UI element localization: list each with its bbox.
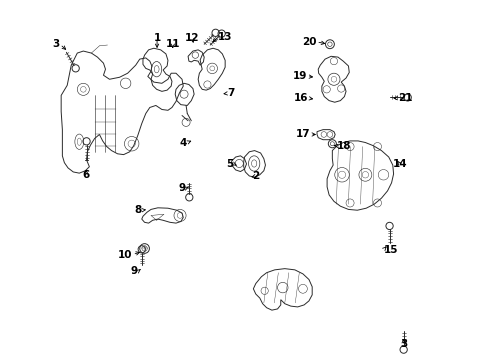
Text: 16: 16	[293, 93, 307, 103]
Text: 13: 13	[218, 32, 232, 42]
Text: 9: 9	[130, 266, 138, 276]
Text: 14: 14	[391, 159, 406, 169]
Text: 2: 2	[252, 171, 259, 181]
Text: 7: 7	[227, 88, 234, 98]
Text: 3: 3	[399, 339, 407, 349]
Text: 5: 5	[226, 159, 233, 169]
Text: 18: 18	[337, 141, 351, 151]
Text: 19: 19	[292, 71, 306, 81]
Text: 12: 12	[184, 33, 199, 43]
Text: 17: 17	[295, 130, 309, 139]
Text: 6: 6	[82, 170, 90, 180]
Text: 8: 8	[134, 205, 142, 215]
Text: 3: 3	[53, 39, 60, 49]
Text: 4: 4	[180, 138, 187, 148]
Text: 21: 21	[398, 93, 412, 103]
Text: 20: 20	[301, 37, 316, 47]
Text: 1: 1	[153, 33, 161, 43]
Text: 11: 11	[165, 39, 180, 49]
Text: 10: 10	[118, 249, 132, 260]
Text: 15: 15	[383, 245, 397, 255]
Text: 9: 9	[179, 183, 186, 193]
